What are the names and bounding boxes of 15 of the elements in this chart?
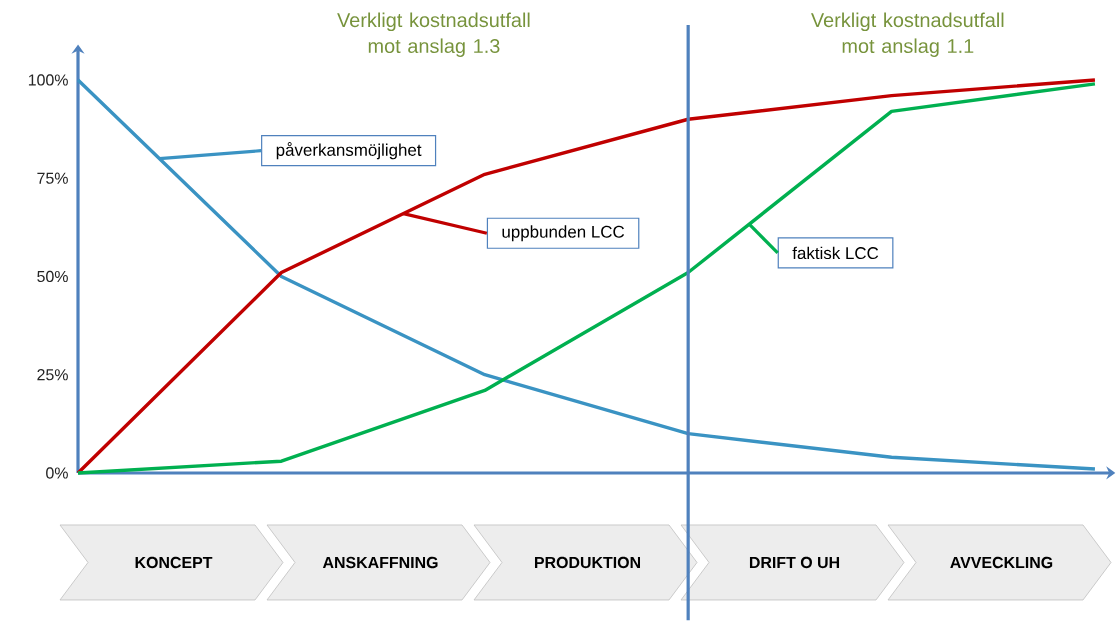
text: faktisk LCC <box>792 246 879 260</box>
y-tick-label: 75% <box>37 172 68 184</box>
text: AVVECKLING <box>950 556 1053 569</box>
text: KONCEPT <box>135 556 213 569</box>
annotation: Verkligt kostnadsutfall mot anslag 1.3 <box>337 12 530 57</box>
y-tick-label: 0% <box>46 467 68 479</box>
text: DRIFT O UH <box>749 556 840 569</box>
y-tick-label: 100% <box>28 74 68 86</box>
legend-label: uppbunden LCC <box>502 225 625 242</box>
text: påverkansmöjlighet <box>276 142 422 160</box>
y-tick-label: 50% <box>37 270 68 283</box>
annotation: Verkligt kostnadsutfall mot anslag 1.1 <box>811 12 1004 57</box>
text: ANSKAFFNING <box>322 556 438 569</box>
y-tick-label: 25% <box>37 369 68 381</box>
text: PRODUKTION <box>534 556 641 569</box>
